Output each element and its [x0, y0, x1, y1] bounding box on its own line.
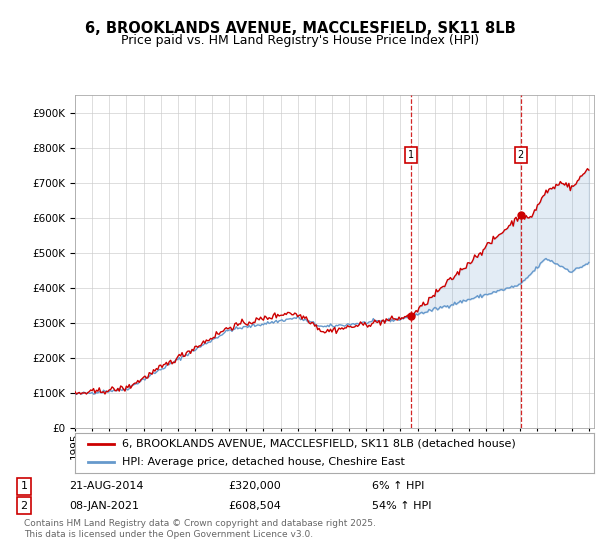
Text: 1: 1: [409, 150, 415, 160]
Text: Price paid vs. HM Land Registry's House Price Index (HPI): Price paid vs. HM Land Registry's House …: [121, 34, 479, 46]
Text: 6% ↑ HPI: 6% ↑ HPI: [372, 482, 424, 492]
Text: 1: 1: [20, 482, 28, 492]
Text: 21-AUG-2014: 21-AUG-2014: [69, 482, 143, 492]
Text: 2: 2: [518, 150, 524, 160]
Text: £320,000: £320,000: [228, 482, 281, 492]
Text: 6, BROOKLANDS AVENUE, MACCLESFIELD, SK11 8LB: 6, BROOKLANDS AVENUE, MACCLESFIELD, SK11…: [85, 21, 515, 36]
Text: 2: 2: [20, 501, 28, 511]
Text: 6, BROOKLANDS AVENUE, MACCLESFIELD, SK11 8LB (detached house): 6, BROOKLANDS AVENUE, MACCLESFIELD, SK11…: [122, 439, 515, 449]
Text: £608,504: £608,504: [228, 501, 281, 511]
Text: HPI: Average price, detached house, Cheshire East: HPI: Average price, detached house, Ches…: [122, 458, 404, 467]
Text: Contains HM Land Registry data © Crown copyright and database right 2025.
This d: Contains HM Land Registry data © Crown c…: [24, 519, 376, 539]
Text: 08-JAN-2021: 08-JAN-2021: [69, 501, 139, 511]
Text: 54% ↑ HPI: 54% ↑ HPI: [372, 501, 431, 511]
